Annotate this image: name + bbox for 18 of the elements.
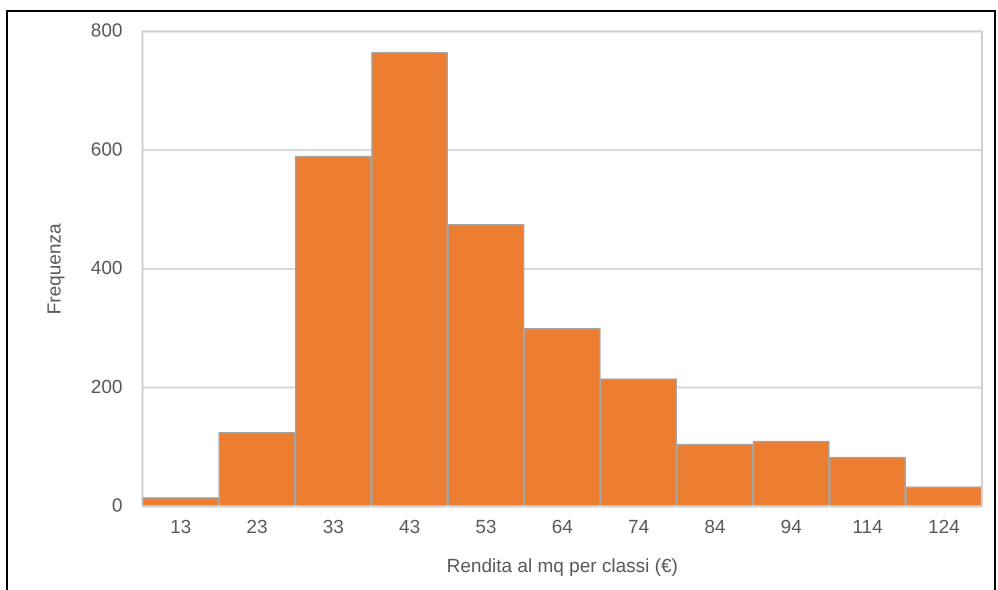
y-tick-label: 0 <box>112 496 122 517</box>
y-tick-label: 200 <box>90 376 122 398</box>
x-tick-label: 94 <box>780 517 802 538</box>
x-tick-label: 74 <box>628 517 650 538</box>
x-tick-label: 124 <box>928 517 960 538</box>
x-tick-label: 13 <box>170 517 192 538</box>
x-tick-label: 84 <box>704 517 726 538</box>
x-tick-label: 33 <box>322 517 344 538</box>
x-tick-label: 53 <box>475 517 497 538</box>
y-tick-label: 400 <box>90 258 122 280</box>
x-tick-label: 43 <box>399 517 420 538</box>
y-axis-title: Frequenza <box>44 223 66 314</box>
x-tick-label: 23 <box>246 517 268 538</box>
x-tick-label: 64 <box>552 517 574 538</box>
y-tick-label: 600 <box>90 139 122 160</box>
x-tick-label: 114 <box>852 517 884 538</box>
y-tick-label: 800 <box>90 20 122 42</box>
x-axis-title: Rendita al mq per classi (€) <box>446 556 678 577</box>
